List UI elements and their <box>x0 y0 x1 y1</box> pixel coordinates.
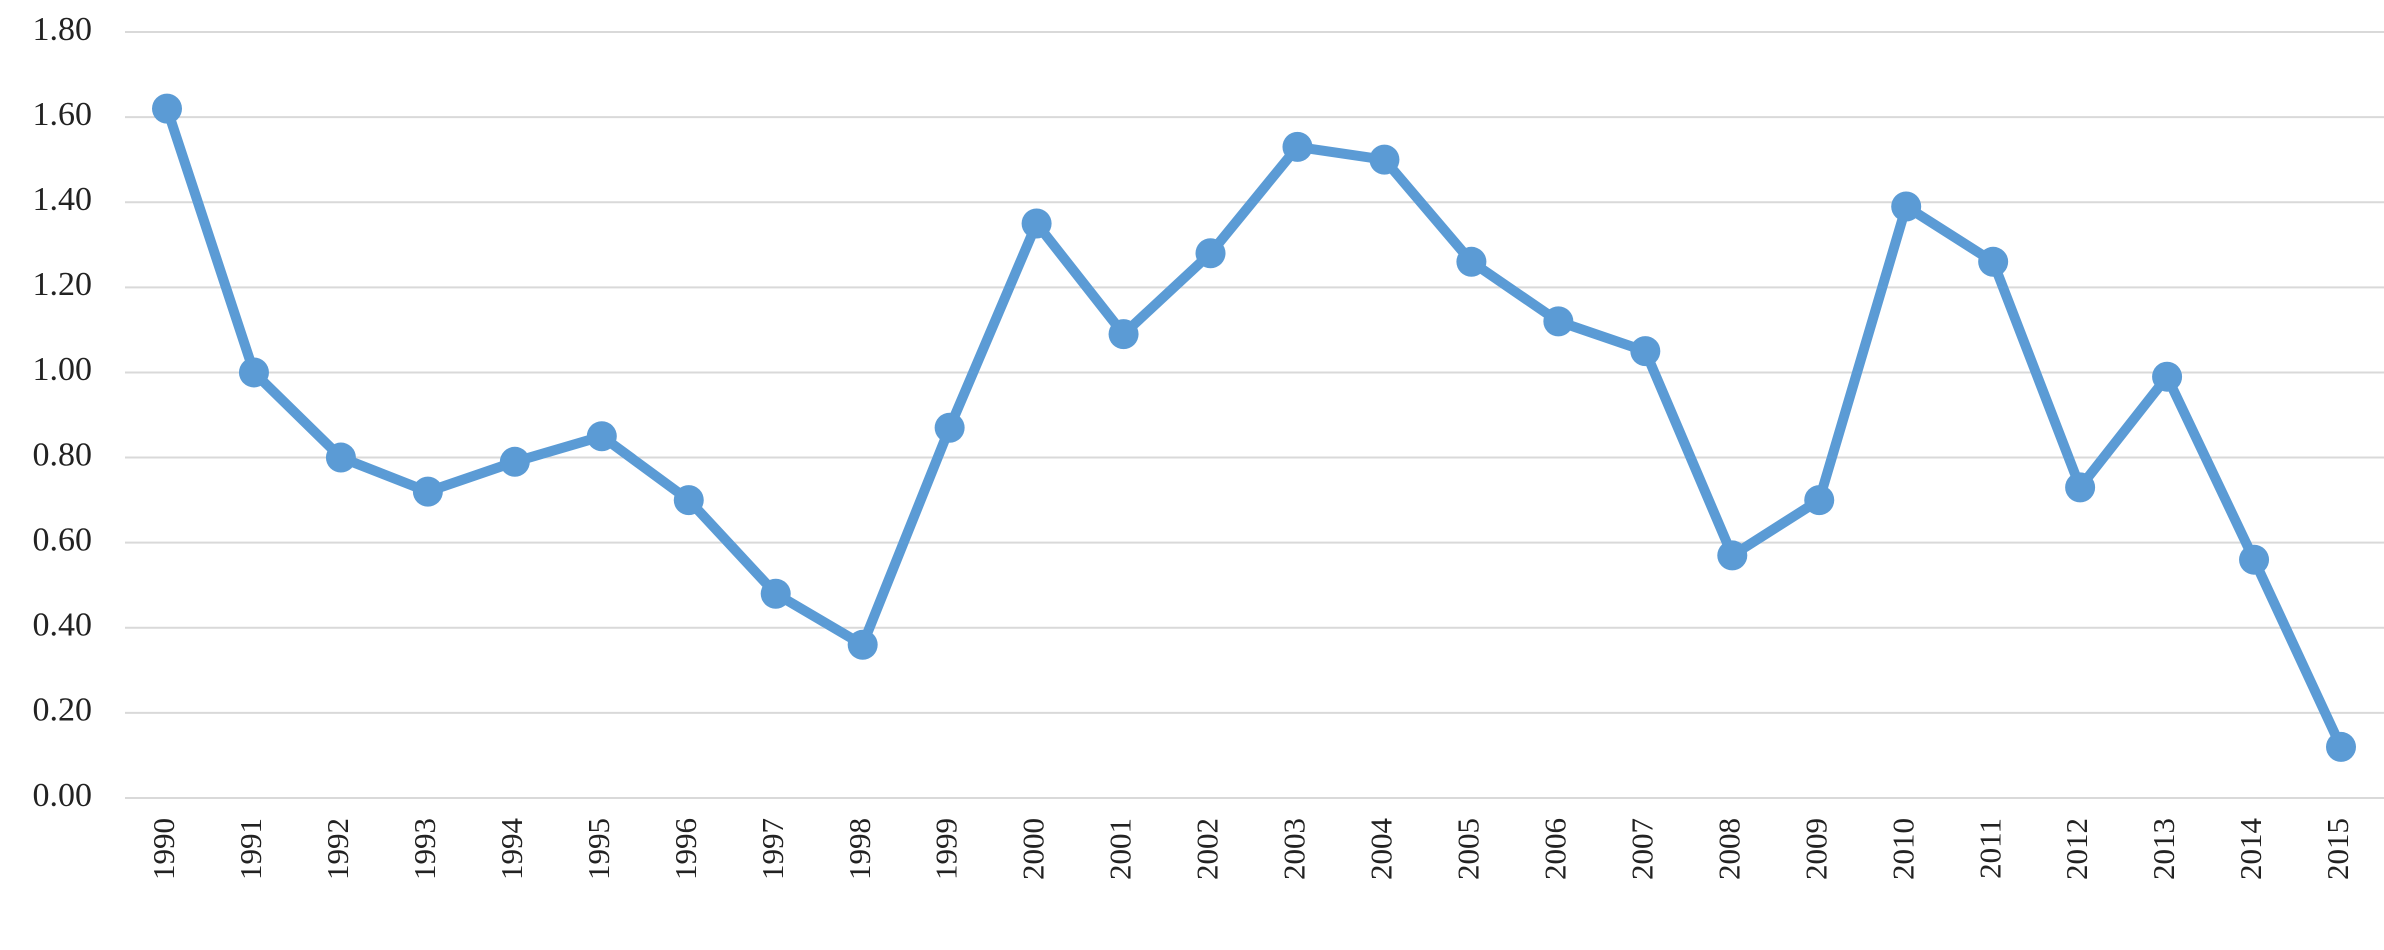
data-point <box>1369 144 1400 175</box>
data-point <box>2065 472 2096 503</box>
data-point <box>412 476 443 507</box>
data-point <box>934 412 965 443</box>
data-point <box>325 442 356 473</box>
x-tick-label: 1999 <box>929 818 964 880</box>
x-tick-label: 2012 <box>2059 818 2094 880</box>
x-tick-label: 1994 <box>494 818 529 881</box>
x-tick-label: 2000 <box>1016 818 1051 880</box>
y-tick-label: 1.80 <box>33 11 93 48</box>
data-point <box>1891 191 1922 222</box>
x-tick-label: 2006 <box>1537 818 1572 880</box>
x-tick-label: 2002 <box>1190 818 1225 880</box>
x-tick-label: 2008 <box>1711 818 1746 880</box>
x-tick-label: 1995 <box>581 818 616 880</box>
x-tick-label: 2009 <box>1798 818 1833 880</box>
x-tick-label: 1991 <box>233 818 268 880</box>
data-point <box>1717 540 1748 571</box>
x-tick-label: 1993 <box>407 818 442 880</box>
data-point <box>2239 544 2270 575</box>
data-point <box>1195 238 1226 269</box>
y-tick-label: 1.20 <box>33 266 93 303</box>
data-point <box>1630 336 1661 367</box>
data-point <box>586 421 617 452</box>
x-tick-label: 1997 <box>755 818 790 880</box>
data-point <box>499 446 530 477</box>
data-point <box>1456 246 1487 277</box>
y-tick-label: 0.60 <box>33 521 93 558</box>
data-point <box>673 485 704 516</box>
y-tick-label: 0.80 <box>33 436 93 473</box>
x-tick-label: 2001 <box>1103 818 1138 880</box>
data-point <box>1021 208 1052 239</box>
x-tick-label: 1996 <box>668 818 703 880</box>
y-tick-label: 1.60 <box>33 96 93 133</box>
data-point <box>1282 131 1313 162</box>
x-tick-label: 2003 <box>1277 818 1312 880</box>
x-tick-label: 2010 <box>1885 818 1920 880</box>
data-line <box>162 107 2346 750</box>
x-tick-label: 1990 <box>146 818 181 880</box>
x-tick-label: 2007 <box>1624 818 1659 880</box>
x-tick-label: 2014 <box>2233 818 2268 881</box>
y-tick-label: 1.00 <box>33 351 93 388</box>
data-point <box>1108 319 1139 350</box>
data-point <box>2326 731 2356 762</box>
x-tick-label: 2004 <box>1364 818 1399 881</box>
data-point <box>847 629 878 660</box>
y-tick-label: 1.40 <box>33 181 93 218</box>
y-tick-label: 0.00 <box>33 777 93 814</box>
y-tick-label: 0.40 <box>33 607 93 644</box>
y-tick-label: 0.20 <box>33 692 93 729</box>
data-point <box>1804 485 1835 516</box>
x-tick-label: 2013 <box>2146 818 2181 880</box>
x-tick-label: 2015 <box>2320 818 2355 880</box>
data-point <box>152 93 182 124</box>
x-tick-label: 1992 <box>320 818 355 880</box>
data-point <box>1543 306 1574 337</box>
x-tick-label: 2011 <box>1972 818 2007 879</box>
x-tick-label: 1998 <box>842 818 877 880</box>
data-point <box>1978 246 2009 277</box>
x-tick-label: 2005 <box>1451 818 1486 880</box>
data-point <box>238 357 269 388</box>
data-point <box>760 578 791 609</box>
data-point <box>2152 361 2183 392</box>
